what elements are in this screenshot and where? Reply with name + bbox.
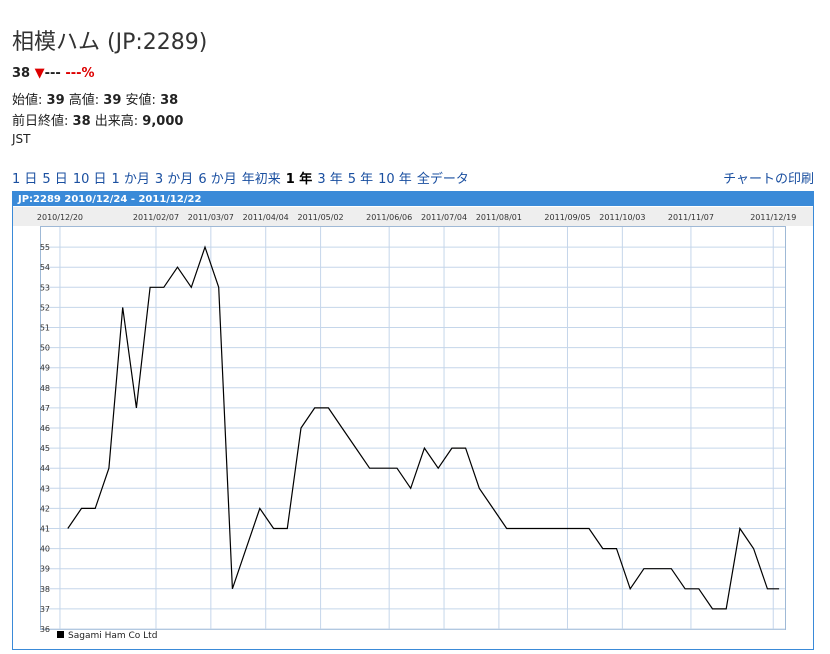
chart-title: JP:2289 2010/12/24 - 2011/12/22 [17,194,201,205]
label: 前日終値: [12,114,69,129]
x-tick-label: 2010/12/20 [37,213,83,222]
y-tick-label: 45 [40,444,50,453]
price-line [67,245,780,610]
x-tick-label: 2011/04/04 [243,213,289,222]
y-tick-label: 54 [40,263,50,272]
label: 安値: [125,93,156,108]
x-tick-label: 2011/11/07 [668,213,714,222]
period-link[interactable]: 3 か月 [154,172,194,187]
label: 高値: [68,93,100,108]
x-tick-label: 2011/07/04 [421,213,467,222]
value: 9,000 [142,114,184,129]
x-tick-label: 2011/03/07 [188,213,234,222]
period-link[interactable]: 年初来 [241,172,281,187]
prev-volume: 前日終値: 38 出来高: 9,000 [12,110,183,129]
period-link[interactable]: 1 年 [285,172,313,187]
period-link[interactable]: 10 日 [72,172,107,187]
period-link[interactable]: 10 年 [378,172,412,187]
y-tick-label: 39 [40,565,50,574]
y-tick-label: 49 [40,364,50,373]
label: 出来高: [94,114,139,129]
value: 39 [46,93,65,108]
x-tick-label: 2011/06/06 [366,213,412,222]
y-tick-label: 37 [40,605,50,614]
y-tick-label: 38 [40,585,50,594]
x-tick-label: 2011/02/07 [133,213,179,222]
y-tick-label: 44 [40,464,50,473]
period-link[interactable]: 3 年 [317,172,343,187]
y-tick-label: 40 [40,545,50,554]
period-link[interactable]: 全データ [416,172,469,187]
y-tick-label: 48 [40,384,50,393]
period-link[interactable]: 5 日 [42,172,68,187]
x-tick-label: 2011/10/03 [599,213,645,222]
title: 相模ハム (JP:2289) [12,30,208,55]
legend-swatch [57,631,64,638]
change-pct: ---% [65,66,95,81]
period-link[interactable]: 1 か月 [111,172,150,187]
print-link[interactable]: チャートの印刷 [723,172,814,187]
period-link[interactable]: 1 日 [12,172,38,187]
ohl: 始値: 39 高値: 39 安値: 38 [12,89,178,108]
change: --- [44,66,61,81]
label: 始値: [12,93,43,108]
y-tick-label: 43 [40,484,50,493]
y-tick-label: 36 [40,625,50,634]
y-tick-label: 52 [40,303,50,312]
period-links: 1 日 5 日 10 日 1 か月 3 か月 6 か月 年初来 1 年 3 年 5 年 10 年全デ… [12,168,474,187]
period-link[interactable]: 6 か月 [198,172,237,187]
y-tick-label: 50 [40,344,50,353]
price: 38 [12,66,31,81]
y-tick-label: 55 [40,243,50,252]
x-tick-label: 2011/12/19 [750,213,796,222]
timezone: JST [12,132,31,146]
y-tick-label: 46 [40,424,50,433]
down-arrow: ▼ [34,66,45,81]
y-tick-label: 51 [40,324,50,333]
y-tick-label: 53 [40,283,50,292]
y-tick-label: 47 [40,404,50,413]
period-link[interactable]: 5 年 [347,172,374,187]
y-tick-label: 41 [40,525,50,534]
value: 39 [103,93,122,108]
y-tick-label: 42 [40,504,50,513]
quote: 38 ▼--- ---% [12,66,95,81]
x-tick-label: 2011/08/01 [476,213,522,222]
chart-header [13,192,813,206]
value: 38 [72,114,91,129]
x-tick-label: 2011/05/02 [298,213,344,222]
legend-label: Sagami Ham Co Ltd [68,631,157,641]
date-strip [13,207,813,226]
x-tick-label: 2011/09/05 [544,213,590,222]
value: 38 [160,93,179,108]
